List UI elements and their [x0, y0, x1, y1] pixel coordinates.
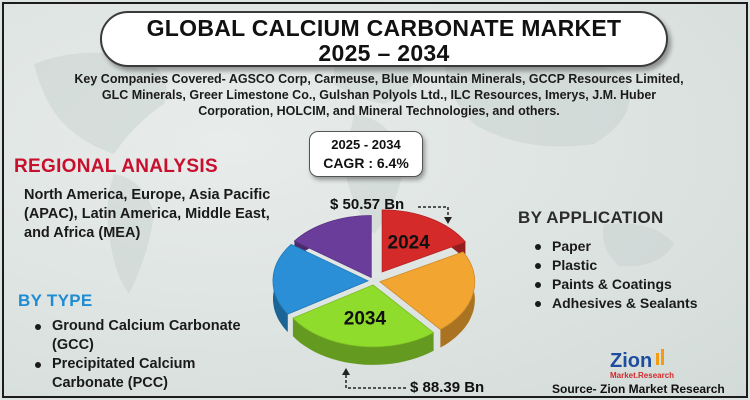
pie-slice-0 [381, 209, 467, 273]
cagr-value: CAGR : 6.4% [323, 155, 409, 171]
application-item-plastic: Plastic [534, 256, 698, 275]
by-application-list: Paper Plastic Paints & Coatings Adhesive… [534, 237, 698, 313]
key-companies-text: Key Companies Covered- AGSCO Corp, Carme… [74, 72, 684, 118]
application-item-paper: Paper [534, 237, 698, 256]
cagr-box: 2025 - 2034 CAGR : 6.4% [309, 131, 423, 177]
pie-label-2024: 2024 [388, 233, 431, 254]
title-line-1: GLOBAL CALCIUM CARBONATE MARKET [146, 15, 622, 41]
pie-chart: 2024 2034 [272, 209, 476, 365]
regional-analysis-text: North America, Europe, Asia Pacific (APA… [24, 187, 271, 241]
pie-slice-side-1 [440, 251, 475, 348]
pie-slice-4 [293, 215, 372, 279]
pie-label-2034: 2034 [344, 309, 387, 330]
value-label-2034: $ 88.39 Bn [410, 379, 485, 396]
application-item-paints: Paints & Coatings [534, 275, 698, 294]
by-type-list: Ground Calcium Carbonate (GCC) Precipita… [34, 317, 254, 393]
logo-word: Zion [610, 350, 652, 372]
by-type-title: BY TYPE [18, 291, 93, 310]
pie-slice-side-2 [292, 318, 434, 365]
by-application-title: BY APPLICATION [518, 208, 664, 227]
zion-logo: Zion Market.Research [610, 349, 674, 380]
type-item-pcc: Precipitated Calcium Carbonate (PCC) [34, 355, 254, 393]
cagr-period: 2025 - 2034 [331, 137, 401, 152]
title-line-2: 2025 – 2034 [318, 40, 450, 66]
value-label-2024: $ 50.57 Bn [330, 196, 405, 213]
application-item-adhesives: Adhesives & Sealants [534, 294, 698, 313]
logo-sub: Market.Research [610, 371, 674, 380]
source-text: Source- Zion Market Research [552, 382, 725, 396]
pie-slice-1 [379, 251, 476, 330]
pie-slice-3 [272, 243, 369, 315]
page-title: GLOBAL CALCIUM CARBONATE MARKET 2025 – 2… [100, 11, 668, 67]
pie-slice-2 [292, 284, 435, 348]
type-item-gcc: Ground Calcium Carbonate (GCC) [34, 317, 254, 355]
regional-analysis-title: REGIONAL ANALYSIS [14, 156, 218, 177]
